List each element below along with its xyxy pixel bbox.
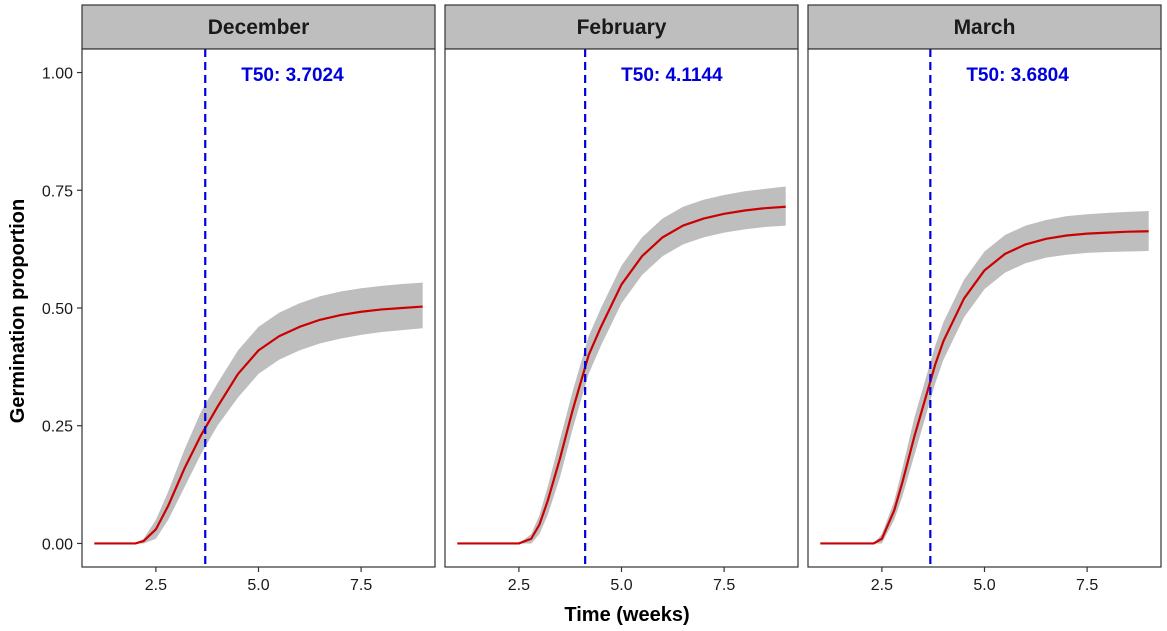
confidence-ribbon: [457, 186, 786, 544]
facet-strip-label: March: [954, 16, 1016, 39]
germination-curve: [457, 205, 786, 545]
panel-background: [808, 49, 1161, 567]
facet-panel-december: December T50: 3.7024 2.5 5.0 7.5: [81, 4, 436, 594]
x-tick-label: 7.5: [350, 577, 372, 594]
confidence-ribbon: [94, 282, 423, 544]
facet-strip-label: December: [208, 16, 310, 39]
facet-panel-march: March T50: 3.6804 2.5 5.0 7.5: [807, 4, 1162, 594]
x-tick-label: 5.0: [247, 577, 269, 594]
y-axis-title: Germination proportion: [7, 199, 29, 423]
facet-panels: December T50: 3.7024 2.5 5.0 7.5 February T50:…: [81, 4, 1162, 594]
y-tick-label: 0.00: [42, 536, 73, 553]
x-tick-label: 7.5: [1076, 577, 1098, 594]
y-axis: 0.00 0.25 0.50 0.75 1.00: [42, 66, 82, 553]
x-tick-label: 7.5: [713, 577, 735, 594]
facet-strip: [807, 4, 1162, 50]
germination-curve: [820, 230, 1149, 545]
y-tick-label: 0.75: [42, 183, 73, 200]
facet-strip: [81, 4, 436, 50]
x-tick-label: 5.0: [973, 577, 995, 594]
panel-background: [445, 49, 798, 567]
y-tick-label: 1.00: [42, 66, 73, 83]
facet-panel-february: February T50: 4.1144 2.5 5.0 7.5: [444, 4, 799, 594]
x-tick-label: 5.0: [610, 577, 632, 594]
x-tick-label: 2.5: [871, 577, 893, 594]
facet-strip-label: February: [577, 16, 667, 39]
confidence-ribbon: [820, 210, 1149, 544]
x-axis-title: Time (weeks): [564, 604, 689, 626]
t50-label: T50: 3.7024: [241, 65, 344, 86]
t50-label: T50: 3.6804: [966, 65, 1069, 86]
t50-label: T50: 4.1144: [621, 65, 723, 86]
y-tick-label: 0.25: [42, 419, 73, 436]
x-tick-label: 2.5: [145, 577, 167, 594]
y-tick-label: 0.50: [42, 301, 73, 318]
x-tick-label: 2.5: [508, 577, 530, 594]
germination-curve: [94, 305, 423, 545]
